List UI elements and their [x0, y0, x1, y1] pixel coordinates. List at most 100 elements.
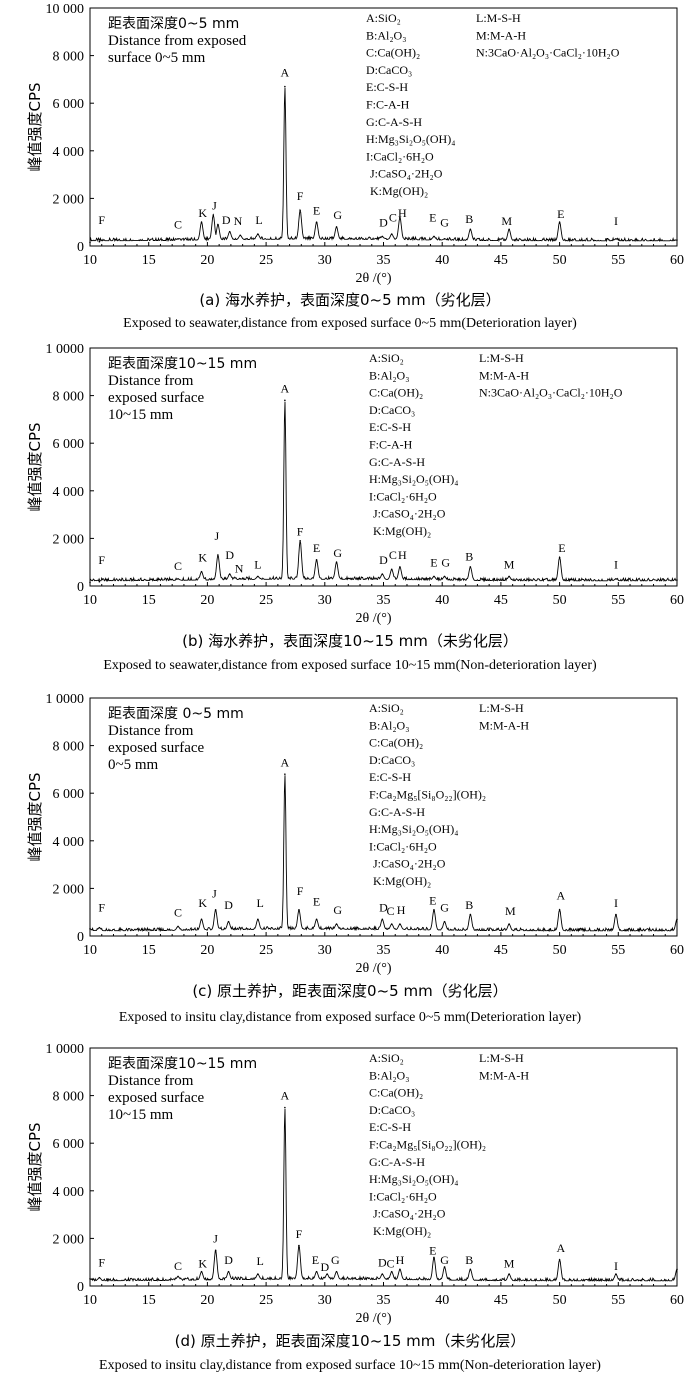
peak-point — [200, 1270, 203, 1273]
y-tick-label: 2 000 — [53, 532, 85, 547]
peak-label: H — [398, 548, 407, 562]
x-tick-label: 50 — [553, 1293, 567, 1308]
peak-point — [98, 580, 101, 583]
peak-point — [381, 918, 384, 921]
peak-label: I — [614, 214, 618, 228]
peak-label: D — [379, 215, 388, 229]
peak-label: C — [174, 905, 182, 919]
peak-label: G — [331, 1253, 340, 1267]
legend-item: B:Al₂O₃ — [366, 28, 406, 42]
x-tick-label: 25 — [259, 943, 273, 958]
peak-point — [89, 241, 91, 244]
peak-label: D — [222, 213, 231, 227]
peak-label: D — [379, 553, 388, 567]
legend-item: D:CaCO₃ — [369, 403, 415, 417]
y-tick-label: 4 000 — [53, 1185, 85, 1200]
caption-en-c: Exposed to insitu clay,distance from exp… — [118, 1010, 582, 1025]
peak-point — [89, 928, 91, 930]
legend-item: K:Mg(OH)₂ — [373, 874, 431, 888]
legend-item: M:M-A-H — [479, 368, 529, 382]
peak-point — [615, 913, 617, 916]
x-tick-label: 30 — [318, 943, 332, 958]
y-tick-label: 2 000 — [53, 1232, 85, 1247]
peak-label: H — [397, 903, 406, 917]
peak-point — [390, 233, 393, 235]
peak-label: F — [98, 553, 105, 567]
legend-item: A:SiO₂ — [366, 11, 401, 25]
depth-annotation: Distance from — [108, 373, 194, 389]
peak-label: E — [430, 555, 437, 569]
peak-label: G — [333, 903, 342, 917]
peak-label: C — [174, 559, 182, 573]
peak-label: L — [257, 896, 264, 910]
peak-point — [381, 235, 384, 238]
peak-label: E — [558, 541, 565, 555]
depth-annotation: 0~5 mm — [108, 757, 159, 773]
chart-panel-d: 10 15 20 25 30 35 40 45 50 55 60 0 2 000 4 000 6 000 8 … — [0, 1040, 700, 1385]
peak-point — [239, 234, 242, 237]
legend-item: L:M-S-H — [479, 351, 524, 365]
legend-item: C:Ca(OH)₂ — [369, 1086, 423, 1100]
peak-label: E — [313, 541, 320, 555]
peak-label: A — [556, 1241, 565, 1255]
peak-point — [227, 1270, 230, 1273]
x-tick-label: 35 — [377, 593, 391, 608]
xrd-chart-a: 10 15 20 25 30 35 40 45 50 55 60 0 2 000 4 000 6 000 8 … — [26, 2, 684, 286]
peak-point — [390, 568, 393, 571]
peak-point — [177, 1275, 179, 1278]
y-tick-label: 4 000 — [53, 145, 85, 160]
legend-item: I:CaCl₂·6H₂O — [369, 489, 437, 503]
peak-label: B — [465, 212, 473, 226]
depth-annotation: 10~15 mm — [108, 1107, 174, 1123]
chart-panel-b: 10 15 20 25 30 35 40 45 50 55 60 0 2 000 4 000 6 000 8 … — [0, 340, 700, 685]
x-tick-label: 60 — [670, 943, 684, 958]
peak-label: N — [235, 561, 244, 575]
peak-label: F — [98, 901, 105, 915]
peak-point — [508, 1273, 510, 1275]
x-axis-label: 2θ /(°) — [355, 1311, 391, 1326]
peak-point — [315, 918, 318, 921]
x-tick-label: 50 — [553, 943, 567, 958]
depth-annotation: exposed surface — [108, 1090, 205, 1106]
y-tick-label: 8 000 — [53, 740, 85, 755]
peak-point — [443, 238, 446, 240]
peak-point — [558, 909, 561, 911]
x-tick-label: 10 — [83, 253, 97, 268]
peak-label: F — [297, 189, 304, 203]
peak-point — [399, 566, 401, 568]
peak-point — [227, 920, 230, 923]
peak-point — [257, 1273, 259, 1275]
x-tick-label: 20 — [200, 1293, 214, 1308]
x-tick-label: 10 — [83, 943, 97, 958]
legend-item: D:CaCO₃ — [369, 753, 415, 767]
peak-point — [217, 554, 219, 556]
y-axis-label: 峰值强度CPS — [26, 772, 44, 861]
x-tick-label: 10 — [83, 1293, 97, 1308]
x-tick-label: 45 — [494, 943, 508, 958]
x-tick-label: 45 — [494, 1293, 508, 1308]
peak-label: M — [505, 904, 516, 918]
peak-label: G — [440, 215, 449, 229]
x-tick-label: 25 — [259, 1293, 273, 1308]
x-tick-label: 60 — [670, 593, 684, 608]
legend-item: A:SiO₂ — [369, 701, 404, 715]
peak-label: D — [379, 901, 388, 915]
peak-point — [298, 909, 300, 911]
legend-item: L:M-S-H — [476, 11, 521, 25]
depth-annotation: 10~15 mm — [108, 407, 174, 423]
peak-point — [177, 578, 179, 580]
x-tick-label: 35 — [377, 943, 391, 958]
x-tick-label: 35 — [377, 253, 391, 268]
peak-label: F — [98, 1255, 105, 1269]
depth-annotation: 距表面深度 0~5 mm — [108, 706, 244, 722]
depth-annotation: exposed surface — [108, 390, 205, 406]
peak-label: G — [333, 208, 342, 222]
peak-label: J — [212, 199, 217, 213]
legend-item: K:Mg(OH)₂ — [373, 524, 431, 538]
depth-annotation: 距表面深度10~15 mm — [108, 1056, 257, 1072]
peak-point — [615, 578, 617, 580]
xrd-trace — [89, 401, 678, 583]
peak-label: K — [198, 896, 207, 910]
peak-label: E — [313, 895, 320, 909]
peak-point — [214, 909, 217, 911]
